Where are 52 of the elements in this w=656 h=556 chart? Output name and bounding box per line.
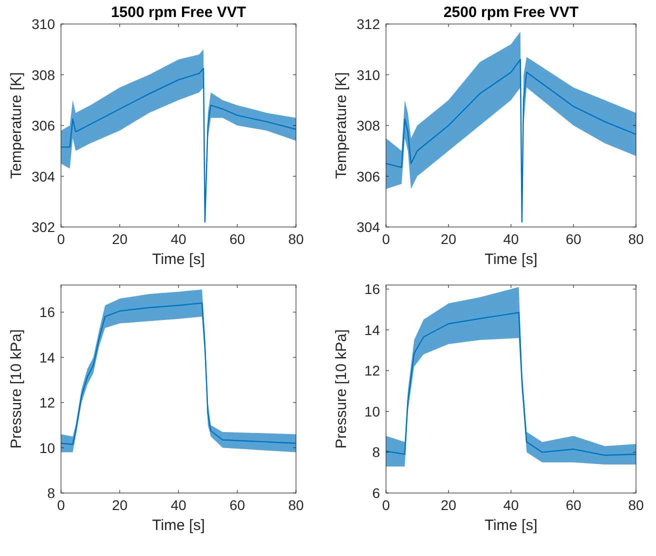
x-tick-label: 40 [170, 497, 186, 513]
x-tick-label: 0 [382, 497, 390, 513]
chart-title: 2500 rpm Free VVT [443, 4, 579, 21]
y-tick-label: 14 [364, 322, 380, 338]
x-tick-label: 40 [503, 231, 519, 247]
y-tick-label: 310 [356, 66, 380, 83]
x-tick-label: 80 [288, 497, 304, 513]
y-axis-title: Temperature [K] [8, 72, 25, 179]
y-tick-label: 8 [47, 485, 56, 501]
x-tick-label: 20 [112, 231, 128, 247]
y-tick-label: 8 [372, 444, 380, 460]
x-tick-label: 60 [566, 231, 582, 247]
y-axis-title: Pressure [10 kPa] [8, 329, 25, 449]
x-tick-label: 40 [170, 231, 186, 247]
y-tick-label: 12 [364, 362, 380, 379]
y-tick-label: 302 [32, 219, 56, 235]
x-axis-title: Time [s] [484, 251, 538, 268]
y-tick-label: 310 [32, 16, 56, 32]
x-tick-label: 60 [566, 497, 582, 513]
x-tick-label: 20 [440, 231, 456, 247]
x-tick-label: 60 [229, 497, 246, 513]
y-axis-title: Pressure [10 kPa] [333, 329, 350, 449]
y-tick-label: 10 [39, 440, 56, 456]
x-tick-label: 40 [503, 497, 519, 513]
y-axis-title: Temperature [K] [333, 72, 350, 179]
y-tick-label: 312 [356, 16, 380, 32]
y-tick-label: 16 [39, 304, 56, 320]
x-tick-label: 80 [628, 497, 644, 513]
x-axis-title: Time [s] [484, 517, 538, 534]
y-tick-label: 308 [32, 66, 56, 83]
x-tick-label: 0 [57, 231, 66, 247]
x-tick-label: 20 [112, 497, 128, 513]
y-tick-label: 306 [32, 118, 56, 134]
x-tick-label: 0 [382, 231, 390, 247]
x-tick-label: 0 [57, 497, 66, 513]
y-tick-label: 10 [364, 403, 380, 420]
y-tick-label: 306 [356, 168, 380, 184]
chart-title: 1500 rpm Free VVT [110, 4, 246, 21]
x-axis-title: Time [s] [152, 251, 205, 268]
y-tick-label: 304 [356, 219, 380, 235]
y-tick-label: 16 [364, 281, 380, 298]
line-series [386, 312, 636, 456]
y-tick-label: 12 [39, 394, 56, 411]
y-tick-label: 308 [356, 118, 380, 134]
x-tick-label: 60 [229, 231, 246, 247]
x-axis-title: Time [s] [152, 517, 205, 534]
x-tick-label: 20 [440, 497, 456, 513]
y-tick-label: 14 [39, 349, 56, 366]
y-tick-label: 6 [372, 485, 380, 501]
x-tick-label: 80 [288, 231, 304, 247]
y-tick-label: 304 [32, 168, 56, 184]
x-tick-label: 80 [628, 231, 644, 247]
